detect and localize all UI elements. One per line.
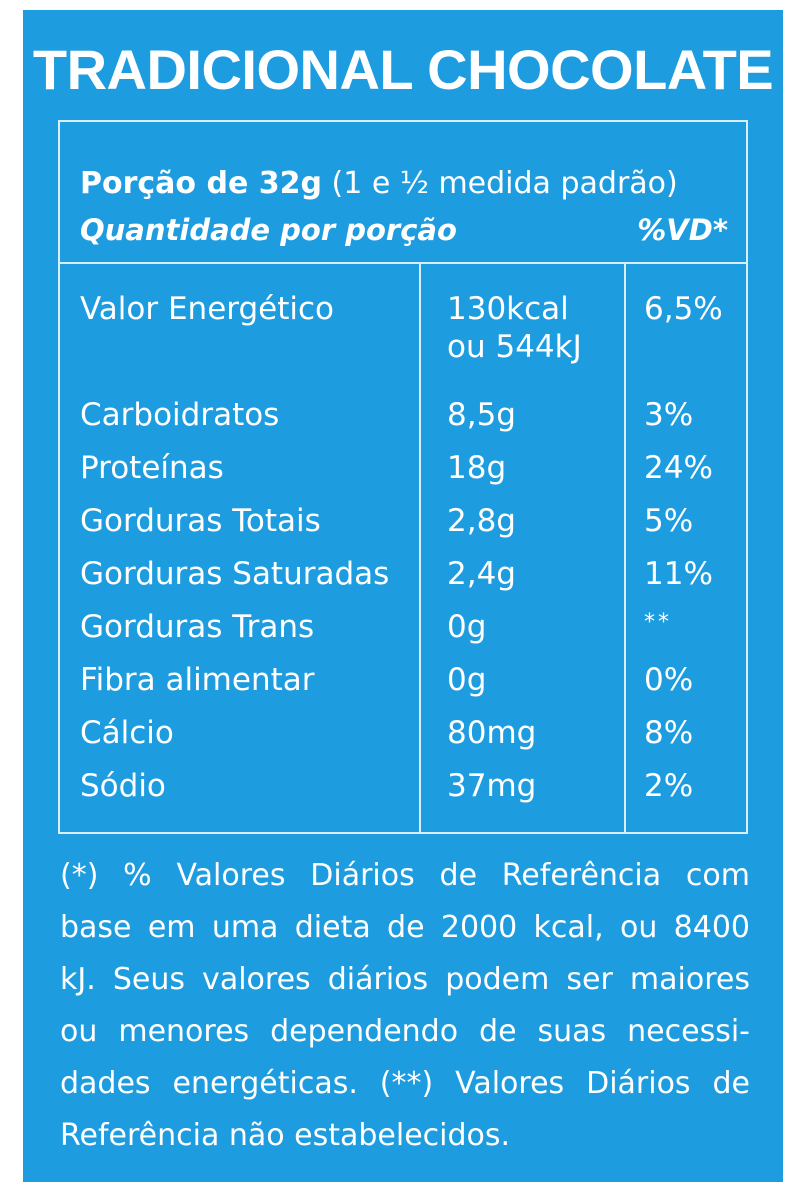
header-divider bbox=[60, 262, 746, 264]
quantity-per-serving-label: Quantidade por porção bbox=[80, 213, 457, 247]
footnote-line: ou menores dependendo de suas necessi- bbox=[60, 1014, 750, 1049]
nutrient-amount: 37mg bbox=[447, 768, 537, 804]
nutrient-daily-value: ** bbox=[644, 610, 672, 635]
serving-size-label: Porção de 32g bbox=[80, 166, 322, 201]
nutrient-row: Carboidratos 8,5g 3% bbox=[60, 396, 746, 449]
nutrient-amount: 8,5g bbox=[447, 397, 516, 433]
serving-size-note: (1 e ½ medida padrão) bbox=[331, 166, 678, 201]
nutrient-rows: Valor Energético 130kcal ou 544kJ 6,5% C… bbox=[60, 290, 746, 820]
nutrient-amount: 18g bbox=[447, 450, 507, 486]
nutrient-row: Gorduras Saturadas 2,4g 11% bbox=[60, 555, 746, 608]
daily-value-header: %VD* bbox=[637, 213, 728, 247]
footnote-line: base em uma dieta de 2000 kcal, ou 8400 bbox=[60, 910, 750, 945]
nutrient-name: Gorduras Trans bbox=[80, 609, 315, 645]
footnote-line: Referência não estabelecidos. bbox=[60, 1118, 511, 1153]
nutrient-name: Sódio bbox=[80, 768, 166, 804]
nutrient-row: Gorduras Totais 2,8g 5% bbox=[60, 502, 746, 555]
nutrient-row: Cálcio 80mg 8% bbox=[60, 714, 746, 767]
nutrient-amount: 130kcal ou 544kJ bbox=[447, 290, 617, 366]
nutrient-daily-value: 24% bbox=[644, 450, 713, 486]
nutrient-daily-value: 11% bbox=[644, 556, 713, 592]
nutrient-amount-kj: ou 544kJ bbox=[447, 329, 582, 365]
nutrient-daily-value: 5% bbox=[644, 503, 694, 539]
nutrient-amount: 2,4g bbox=[447, 556, 516, 592]
nutrient-name: Gorduras Saturadas bbox=[80, 556, 390, 592]
nutrient-name: Cálcio bbox=[80, 715, 174, 751]
nutrient-amount: 80mg bbox=[447, 715, 537, 751]
nutrient-name: Valor Energético bbox=[80, 291, 335, 327]
serving-size: Porção de 32g (1 e ½ medida padrão) bbox=[80, 166, 678, 202]
column-divider-dv bbox=[624, 262, 626, 832]
nutrient-row: Fibra alimentar 0g 0% bbox=[60, 661, 746, 714]
nutrition-facts-panel: TRADICIONAL CHOCOLATE Porção de 32g (1 e… bbox=[23, 10, 783, 1182]
nutrient-name: Proteínas bbox=[80, 450, 224, 486]
nutrition-table: Porção de 32g (1 e ½ medida padrão) Quan… bbox=[58, 120, 748, 834]
nutrient-amount-kcal: 130kcal bbox=[447, 291, 569, 327]
nutrient-amount: 0g bbox=[447, 662, 487, 698]
nutrient-daily-value: 0% bbox=[644, 662, 694, 698]
nutrient-row: Valor Energético 130kcal ou 544kJ 6,5% bbox=[60, 290, 746, 396]
nutrient-daily-value: 3% bbox=[644, 397, 694, 433]
nutrient-amount: 0g bbox=[447, 609, 487, 645]
nutrient-name: Fibra alimentar bbox=[80, 662, 315, 698]
footnote-line: kJ. Seus valores diários podem ser maior… bbox=[60, 962, 750, 997]
nutrient-daily-value: 8% bbox=[644, 715, 694, 751]
nutrient-daily-value: 2% bbox=[644, 768, 694, 804]
nutrient-row: Proteínas 18g 24% bbox=[60, 449, 746, 502]
nutrient-row: Gorduras Trans 0g ** bbox=[60, 608, 746, 661]
column-divider-amount bbox=[419, 262, 421, 832]
nutrient-name: Carboidratos bbox=[80, 397, 280, 433]
nutrient-name: Gorduras Totais bbox=[80, 503, 321, 539]
nutrient-amount: 2,8g bbox=[447, 503, 516, 539]
nutrient-row: Sódio 37mg 2% bbox=[60, 767, 746, 820]
product-title: TRADICIONAL CHOCOLATE bbox=[32, 38, 774, 101]
footnote-line: dades energéticas. (**) Valores Diários … bbox=[60, 1066, 750, 1101]
footnote-line: (*) % Valores Diários de Referência com bbox=[60, 858, 750, 893]
nutrient-daily-value: 6,5% bbox=[644, 291, 723, 327]
daily-value-footnote: (*) % Valores Diários de Referência com … bbox=[60, 850, 750, 1162]
